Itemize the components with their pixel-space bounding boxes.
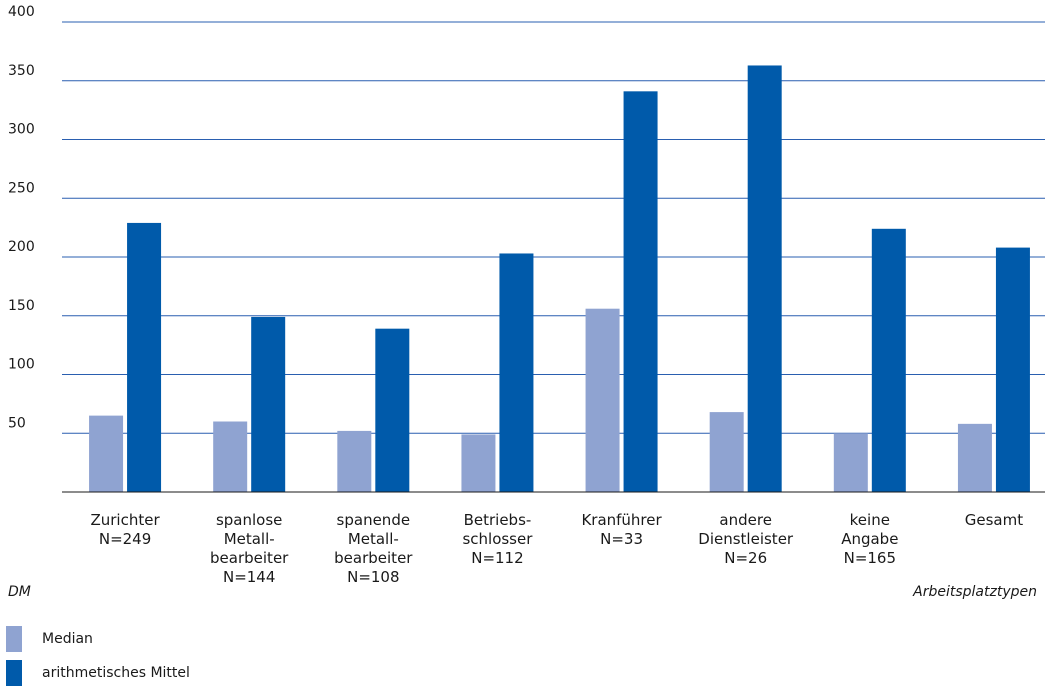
- y-tick-label: 200: [8, 239, 35, 255]
- legend-swatch-arithmetic-mean: [6, 660, 22, 686]
- bar-median: [337, 430, 372, 492]
- bar-median: [585, 308, 620, 492]
- category-label: spanlose Metall-bearbeiter N=144: [210, 511, 289, 586]
- legend-swatch-median: [6, 626, 22, 652]
- bar-median: [709, 412, 744, 492]
- y-tick-label: 150: [8, 298, 35, 314]
- category-label: Kranführer N=33: [581, 511, 662, 548]
- category-label: andere Dienstleister N=26: [698, 511, 794, 567]
- bars: [89, 65, 1030, 493]
- bar-chart: 50 100 150 200 250 300 350 400 Zurichter N=249 sp…: [8, 4, 1045, 586]
- bar-arithmetic-mean: [499, 253, 534, 492]
- category-label: Zurichter N=249: [90, 511, 160, 548]
- category-labels: Zurichter N=249 spanlose Metall-bearbeiter N…: [90, 511, 1023, 586]
- y-tick-label: 50: [8, 415, 26, 431]
- bar-median: [89, 415, 124, 492]
- bar-median: [461, 434, 496, 492]
- y-tick-label: 400: [8, 4, 35, 20]
- bar-arithmetic-mean: [995, 247, 1030, 492]
- y-tick-label: 300: [8, 122, 35, 138]
- legend-label-median: Median: [42, 631, 93, 647]
- y-tick-label: 250: [8, 180, 35, 196]
- category-label: Gesamt: [965, 511, 1023, 529]
- gridlines: [62, 21, 1045, 434]
- legend-item-arithmetic-mean: arithmetisches Mittel: [6, 660, 190, 686]
- y-tick-label: 100: [8, 357, 35, 373]
- x-axis-label: Arbeitsplatztypen: [913, 584, 1037, 600]
- bar-arithmetic-mean: [747, 65, 782, 492]
- y-tick-labels: 50 100 150 200 250 300 350 400: [8, 4, 35, 431]
- bar-median: [833, 433, 868, 492]
- legend-item-median: Median: [6, 626, 93, 652]
- bar-arithmetic-mean: [251, 316, 286, 492]
- bar-median: [213, 421, 248, 492]
- category-label: Betriebs-schlosser N=112: [462, 511, 533, 567]
- category-label: keine Angabe N=165: [841, 511, 898, 567]
- bar-arithmetic-mean: [127, 222, 162, 493]
- bar-arithmetic-mean: [871, 228, 906, 493]
- bar-arithmetic-mean: [375, 328, 410, 492]
- legend-label-arithmetic-mean: arithmetisches Mittel: [42, 665, 190, 681]
- y-tick-label: 350: [8, 63, 35, 79]
- y-axis-label: DM: [8, 584, 31, 600]
- category-label: spanende Metall-bearbeiter N=108: [334, 511, 413, 586]
- bar-median: [957, 423, 992, 492]
- bar-arithmetic-mean: [623, 91, 658, 492]
